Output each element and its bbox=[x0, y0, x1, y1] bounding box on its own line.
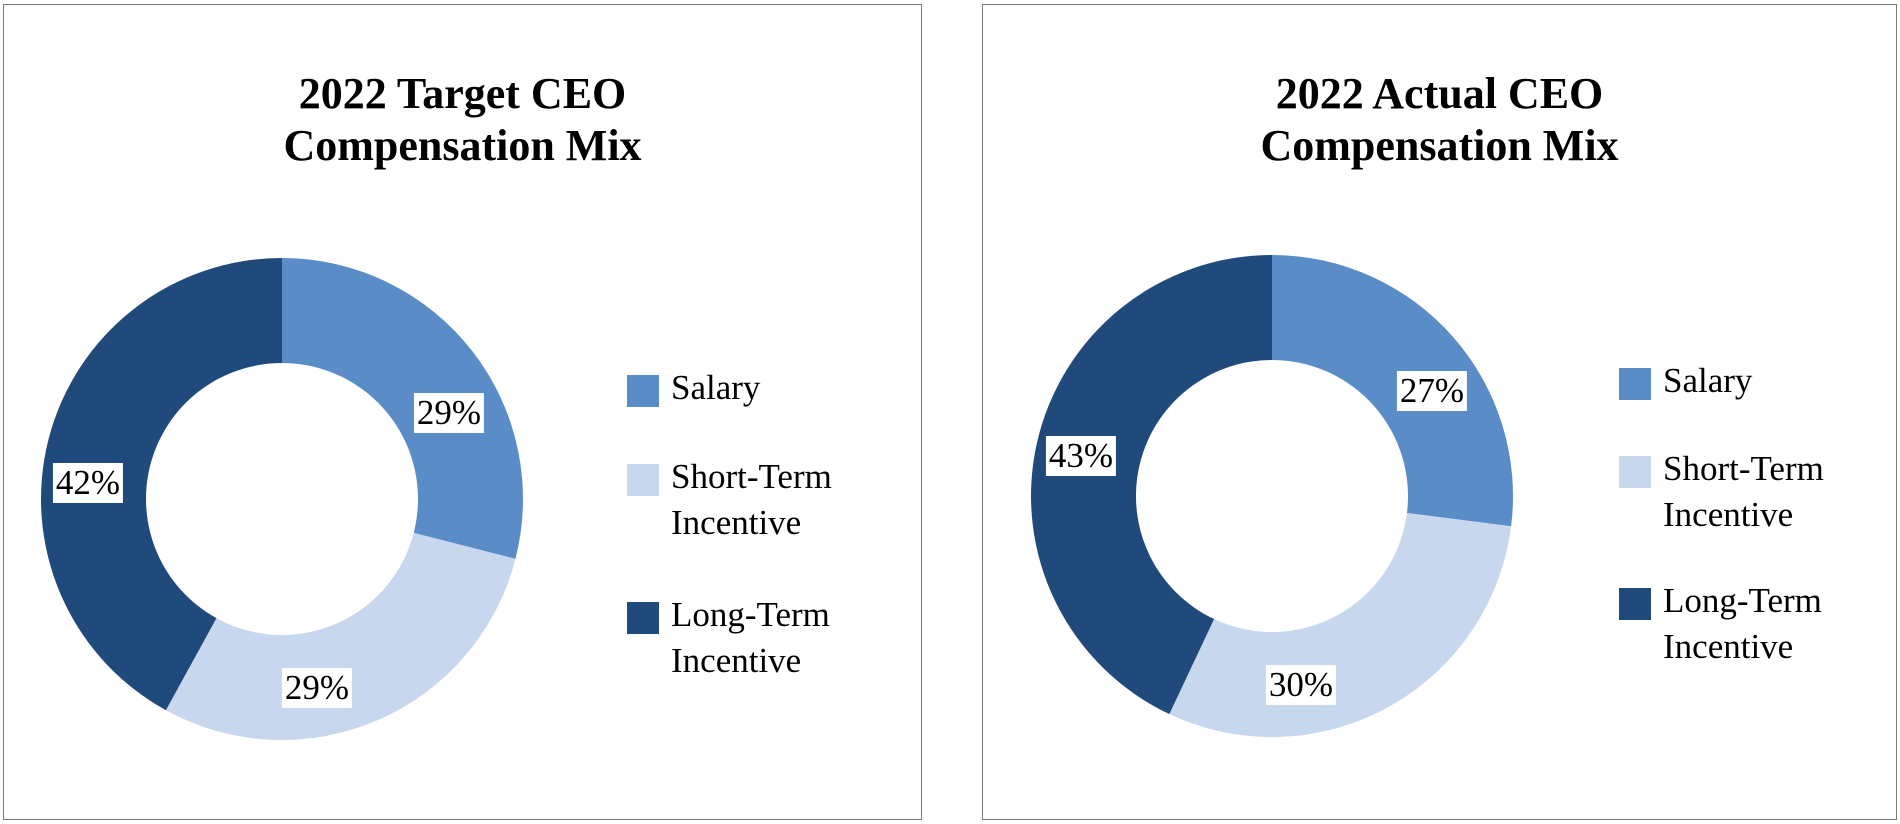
legend-swatch-salary bbox=[1619, 368, 1651, 400]
legend-swatch-long-term-incentive bbox=[1619, 588, 1651, 620]
legend-swatch-short-term-incentive bbox=[1619, 456, 1651, 488]
slice-short-term-incentive bbox=[1169, 513, 1512, 737]
data-label-short-term-incentive: 29% bbox=[281, 668, 353, 708]
legend-item-long-term-incentive: Long-Term Incentive bbox=[1619, 581, 1863, 670]
legend-swatch-salary bbox=[627, 375, 659, 407]
legend-label-salary: Salary bbox=[1663, 361, 1753, 400]
chart-title-line1: 2022 Target CEO bbox=[298, 69, 627, 118]
donut-chart-actual bbox=[1031, 255, 1514, 737]
chart-title-target: 2022 Target CEO Compensation Mix bbox=[4, 68, 921, 172]
legend-item-salary: Salary bbox=[1619, 361, 1752, 404]
legend-label-short-term-incentive: Short-Term Incentive bbox=[1663, 449, 1824, 534]
legend-label-long-term-incentive: Long-Term Incentive bbox=[671, 595, 830, 680]
legend-label-long-term-incentive: Long-Term Incentive bbox=[1663, 581, 1822, 666]
data-label-long-term-incentive: 42% bbox=[52, 463, 124, 503]
legend-label-salary: Salary bbox=[671, 368, 761, 407]
data-label-long-term-incentive: 43% bbox=[1045, 436, 1117, 476]
donut-chart-target bbox=[41, 258, 524, 740]
legend-item-salary: Salary bbox=[627, 368, 760, 411]
legend-item-long-term-incentive: Long-Term Incentive bbox=[627, 595, 871, 684]
data-label-salary: 27% bbox=[1396, 371, 1468, 411]
chart-title-line2: Compensation Mix bbox=[1260, 121, 1619, 170]
legend-swatch-short-term-incentive bbox=[627, 464, 659, 496]
legend-label-short-term-incentive: Short-Term Incentive bbox=[671, 457, 832, 542]
legend-swatch-long-term-incentive bbox=[627, 602, 659, 634]
slice-long-term-incentive bbox=[41, 258, 282, 711]
chart-title-line2: Compensation Mix bbox=[283, 121, 642, 170]
slice-salary bbox=[282, 258, 524, 559]
legend-item-short-term-incentive: Short-Term Incentive bbox=[627, 457, 871, 546]
chart-title-actual: 2022 Actual CEO Compensation Mix bbox=[983, 68, 1896, 172]
chart-panel-actual: 2022 Actual CEO Compensation Mix 27% 30% … bbox=[982, 4, 1897, 820]
chart-title-line1: 2022 Actual CEO bbox=[1275, 69, 1604, 118]
slice-short-term-incentive bbox=[165, 532, 516, 740]
data-label-salary: 29% bbox=[413, 393, 485, 433]
legend-item-short-term-incentive: Short-Term Incentive bbox=[1619, 449, 1863, 538]
slice-long-term-incentive bbox=[1031, 255, 1272, 715]
data-label-short-term-incentive: 30% bbox=[1265, 665, 1337, 705]
slice-salary bbox=[1272, 255, 1514, 527]
chart-panel-target: 2022 Target CEO Compensation Mix 29% 29% … bbox=[3, 4, 922, 820]
